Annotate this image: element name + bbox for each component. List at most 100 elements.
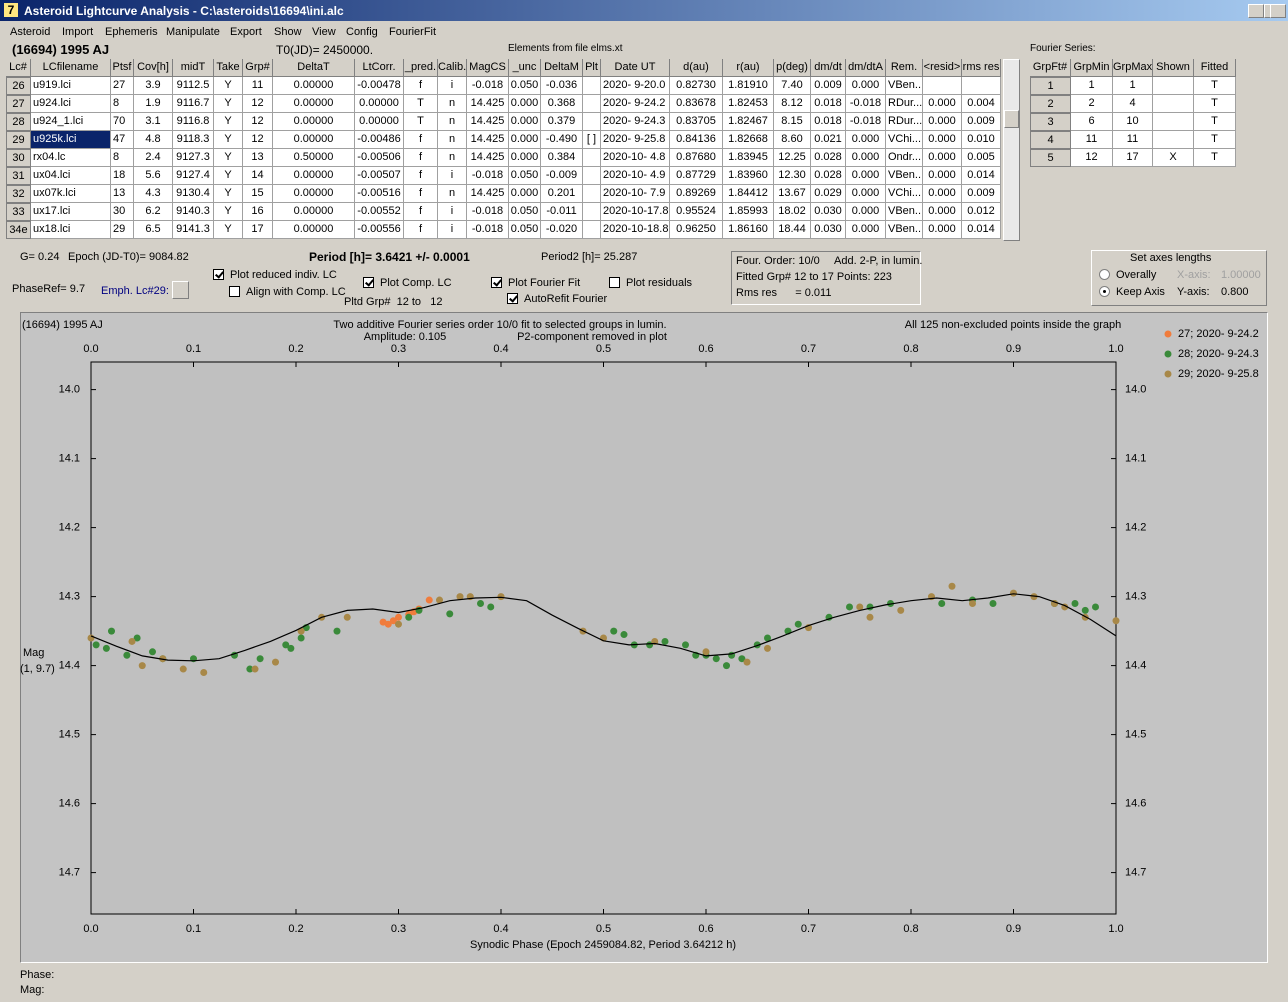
table-cell[interactable]: T — [404, 95, 438, 113]
table-cell[interactable]: 0.000 — [846, 77, 886, 95]
checkbox-label[interactable]: Plot reduced indiv. LC — [230, 269, 337, 281]
table-cell[interactable]: -0.009 — [541, 167, 583, 185]
table-header[interactable]: LtCorr. — [355, 59, 404, 77]
menu-item[interactable]: Ephemeris — [105, 26, 158, 38]
table-cell[interactable]: Y — [214, 131, 243, 149]
table-header[interactable]: Rem. — [886, 59, 923, 77]
table-cell[interactable]: -0.018 — [467, 203, 509, 221]
table-cell[interactable]: n — [438, 131, 467, 149]
fourier-cell[interactable]: T — [1194, 131, 1236, 149]
table-header[interactable]: rms res — [962, 59, 1001, 77]
table-cell[interactable]: 0.000 — [923, 113, 962, 131]
table-cell[interactable]: -0.018 — [846, 113, 886, 131]
table-cell[interactable]: 12 — [243, 131, 273, 149]
table-cell[interactable]: 14.425 — [467, 185, 509, 203]
table-cell[interactable]: -0.00478 — [355, 77, 404, 95]
table-cell[interactable]: ux17.lci — [31, 203, 111, 221]
menu-item[interactable]: Export — [230, 26, 262, 38]
table-cell[interactable]: 0.000 — [923, 203, 962, 221]
radio-label[interactable]: Overally — [1116, 269, 1157, 281]
table-cell[interactable]: 0.87729 — [670, 167, 723, 185]
table-cell[interactable]: 2020- 9-25.8 — [601, 131, 670, 149]
table-cell[interactable]: 13 — [243, 149, 273, 167]
table-cell[interactable]: Y — [214, 167, 243, 185]
row-header[interactable]: 31 — [6, 167, 31, 185]
fourier-cell[interactable]: 1 — [1071, 77, 1113, 95]
table-header[interactable]: _unc — [509, 59, 541, 77]
table-header[interactable]: MagCS — [467, 59, 509, 77]
table-cell[interactable]: 29 — [111, 221, 134, 239]
menu-item[interactable]: Manipulate — [166, 26, 220, 38]
table-cell[interactable]: 9127.3 — [173, 149, 214, 167]
table-header[interactable]: midT — [173, 59, 214, 77]
table-cell[interactable]: f — [404, 221, 438, 239]
table-cell[interactable]: 1.82453 — [723, 95, 774, 113]
table-cell[interactable]: -0.00556 — [355, 221, 404, 239]
table-cell[interactable]: 0.384 — [541, 149, 583, 167]
row-header[interactable]: 30 — [6, 149, 31, 167]
table-cell[interactable]: 14 — [243, 167, 273, 185]
table-header[interactable]: Ptsf — [111, 59, 134, 77]
table-cell[interactable]: 1.82467 — [723, 113, 774, 131]
fourier-cell[interactable] — [1153, 131, 1194, 149]
table-cell[interactable]: 0.83705 — [670, 113, 723, 131]
table-cell[interactable]: 0.83678 — [670, 95, 723, 113]
table-cell[interactable]: 8.60 — [774, 131, 811, 149]
table-cell[interactable]: u924_1.lci — [31, 113, 111, 131]
table-cell[interactable]: Y — [214, 203, 243, 221]
table-header[interactable]: DeltaT — [273, 59, 355, 77]
fourier-cell[interactable]: 11 — [1113, 131, 1153, 149]
table-cell[interactable]: 12.25 — [774, 149, 811, 167]
table-cell[interactable]: 4.8 — [134, 131, 173, 149]
table-cell[interactable]: T — [404, 113, 438, 131]
table-cell[interactable]: 2020- 9-24.3 — [601, 113, 670, 131]
table-cell[interactable]: 2020- 9-24.2 — [601, 95, 670, 113]
table-cell[interactable]: Y — [214, 221, 243, 239]
fourier-cell[interactable]: 12 — [1071, 149, 1113, 167]
fourier-row-header[interactable]: 3 — [1030, 113, 1071, 131]
fourier-cell[interactable]: 4 — [1113, 95, 1153, 113]
table-cell[interactable]: 9140.3 — [173, 203, 214, 221]
table-cell[interactable]: 0.84136 — [670, 131, 723, 149]
table-cell[interactable]: -0.00506 — [355, 149, 404, 167]
table-cell[interactable]: 0.000 — [509, 95, 541, 113]
table-cell[interactable]: -0.018 — [467, 167, 509, 185]
table-header[interactable]: _pred. — [404, 59, 438, 77]
table-cell[interactable]: 0.000 — [846, 149, 886, 167]
fourier-cell[interactable]: 17 — [1113, 149, 1153, 167]
table-header[interactable]: d(au) — [670, 59, 723, 77]
menu-item[interactable]: Show — [274, 26, 302, 38]
table-cell[interactable]: 14.425 — [467, 149, 509, 167]
table-cell[interactable]: 70 — [111, 113, 134, 131]
table-cell[interactable]: 0.009 — [962, 185, 1001, 203]
table-cell[interactable]: -0.018 — [467, 221, 509, 239]
table-cell[interactable] — [583, 95, 601, 113]
row-header[interactable]: 28 — [6, 113, 31, 131]
table-cell[interactable]: 0.87680 — [670, 149, 723, 167]
table-header[interactable]: DeltaM — [541, 59, 583, 77]
table-cell[interactable]: 0.00000 — [273, 221, 355, 239]
checkbox[interactable] — [491, 277, 502, 288]
table-cell[interactable]: 0.000 — [509, 149, 541, 167]
table-cell[interactable]: 0.000 — [846, 203, 886, 221]
table-cell[interactable]: 0.028 — [811, 149, 846, 167]
table-cell[interactable]: n — [438, 185, 467, 203]
table-cell[interactable]: 0.00000 — [355, 95, 404, 113]
table-cell[interactable]: 0.00000 — [273, 77, 355, 95]
table-cell[interactable]: -0.00516 — [355, 185, 404, 203]
table-cell[interactable]: 0.000 — [509, 113, 541, 131]
table-cell[interactable]: 0.00000 — [273, 203, 355, 221]
table-cell[interactable]: f — [404, 131, 438, 149]
table-cell[interactable]: 30 — [111, 203, 134, 221]
table-cell[interactable]: 0.00000 — [355, 113, 404, 131]
checkbox[interactable] — [507, 293, 518, 304]
table-cell[interactable]: VBen... — [886, 203, 923, 221]
table-cell[interactable]: i — [438, 203, 467, 221]
fourier-row-header[interactable]: 1 — [1030, 77, 1071, 95]
table-header[interactable]: p(deg) — [774, 59, 811, 77]
table-cell[interactable]: 1.83960 — [723, 167, 774, 185]
table-cell[interactable]: Y — [214, 95, 243, 113]
table-cell[interactable]: 2.4 — [134, 149, 173, 167]
fourier-cell[interactable]: T — [1194, 149, 1236, 167]
table-cell[interactable]: 2020-10- 4.8 — [601, 149, 670, 167]
